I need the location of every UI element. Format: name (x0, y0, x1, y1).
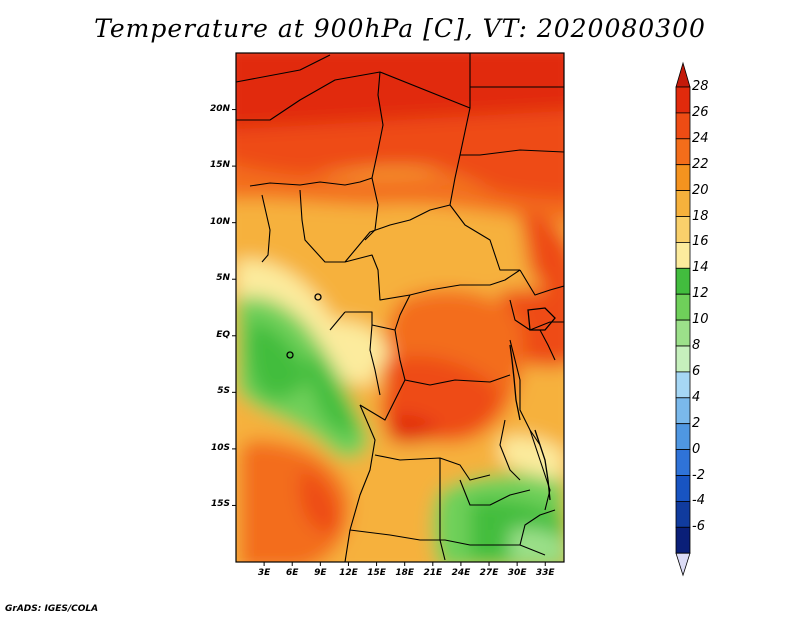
colorbar-swatch (675, 449, 691, 476)
colorbar-top-arrow (675, 61, 691, 88)
chart-title: Temperature at 900hPa [C], VT: 202008030… (94, 14, 706, 43)
y-tick-label: 20N (209, 103, 230, 114)
y-tick-label: 5S (217, 386, 230, 397)
x-tick-label: 3E (257, 568, 271, 578)
colorbar-swatch (675, 397, 691, 425)
colorbar-label: 2 (692, 415, 701, 431)
colorbar-label: 12 (692, 286, 709, 302)
colorbar-swatch (675, 241, 691, 269)
x-tick-label: 18E (395, 568, 415, 578)
colorbar-label: 8 (692, 338, 701, 353)
colorbar-swatch (675, 500, 691, 528)
grads-credit: GrADS: IGES/COLA (5, 604, 99, 614)
colorbar-swatch (675, 190, 691, 217)
axis-ticks (232, 109, 546, 566)
country-borders (236, 53, 564, 562)
x-tick-label: 12E (339, 568, 358, 578)
colorbar-swatch (675, 138, 691, 166)
colorbar-label: -2 (692, 467, 705, 483)
colorbar-swatch (675, 112, 691, 140)
x-tick-label: 24E (451, 568, 471, 578)
colorbar-label: 26 (692, 104, 709, 120)
colorbar-swatch (675, 319, 691, 347)
colorbar-label: 18 (692, 208, 709, 224)
colorbar-label: -6 (692, 519, 705, 535)
colorbar-swatch (675, 345, 691, 373)
colorbar-swatch (675, 293, 691, 321)
temperature-field (236, 53, 564, 562)
colorbar-bottom-arrow (675, 552, 691, 577)
y-tick-label: EQ (216, 329, 230, 340)
colorbar-swatch (675, 267, 691, 295)
colorbar-swatch (675, 216, 691, 243)
colorbar-swatch (675, 164, 691, 191)
colorbar-swatch (675, 86, 691, 114)
y-tick-label: 5N (216, 273, 230, 284)
colorbar-label: 22 (692, 156, 709, 172)
colorbar-label: 28 (692, 79, 709, 94)
colorbar-label: 10 (692, 312, 709, 328)
colorbar-swatch (675, 475, 691, 502)
x-tick-label: 33E (535, 568, 555, 578)
map-frame (235, 52, 565, 563)
y-tick-label: 10S (210, 442, 230, 453)
y-tick-label: 10N (209, 216, 230, 227)
colorbar-label: 4 (692, 389, 701, 405)
colorbar-label: 14 (692, 260, 709, 276)
colorbar-label: 20 (692, 182, 709, 198)
colorbar-label: 24 (692, 130, 709, 146)
colorbar-label: 0 (692, 441, 701, 457)
x-tick-label: 21E (423, 568, 443, 578)
colorbar-label: 6 (692, 363, 701, 379)
colorbar-swatch (675, 371, 691, 399)
x-tick-label: 9E (314, 568, 327, 578)
x-tick-label: 6E (286, 568, 299, 578)
x-tick-label: 15E (367, 568, 386, 578)
y-tick-label: 15S (210, 499, 230, 510)
x-tick-label: 30E (507, 568, 527, 578)
colorbar-swatch (675, 526, 691, 554)
y-tick-label: 15N (209, 160, 230, 171)
lakes (286, 293, 556, 501)
x-tick-label: 27E (479, 568, 499, 578)
colorbar-swatch (675, 423, 691, 451)
colorbar-label: -4 (692, 493, 705, 509)
colorbar-label: 16 (692, 234, 709, 250)
